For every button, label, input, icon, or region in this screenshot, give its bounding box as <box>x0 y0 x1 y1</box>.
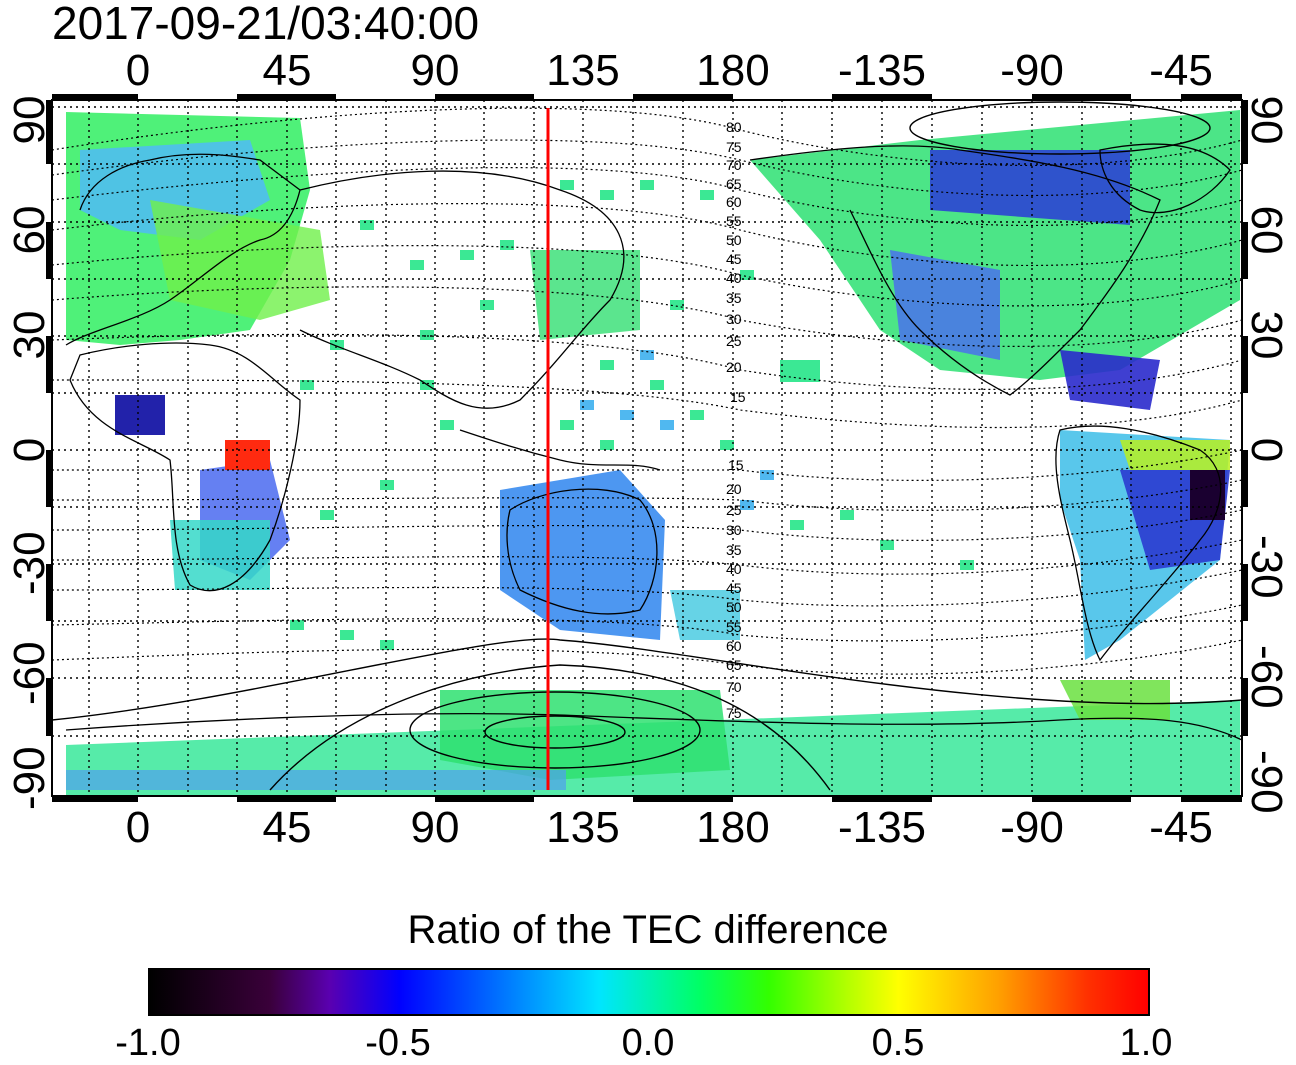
mlat-label: 30 <box>726 311 742 327</box>
colorbar-tick: -0.5 <box>365 1022 431 1064</box>
top-lon-tick: 0 <box>125 46 151 95</box>
coast-australia <box>506 488 658 615</box>
map-timestamp: 2017-09-21/03:40:00 <box>52 0 480 49</box>
tec-region-canada-negative <box>930 150 1130 225</box>
colorbar <box>148 968 1150 1016</box>
mlat-label: 55 <box>726 213 742 229</box>
mlat-labels: 80 75 70 65 60 55 50 45 40 35 30 25 20 1… <box>726 119 746 721</box>
mlat-label: 70 <box>726 157 742 173</box>
tec-region-us-west <box>890 250 1000 360</box>
coast-north-america <box>749 145 1161 396</box>
coast-indonesia <box>459 429 661 471</box>
tec-data-layer <box>66 110 1240 795</box>
tec-patch-negative <box>115 395 165 435</box>
mlat-label: 60 <box>726 194 742 210</box>
colorbar-title: Ratio of the TEC difference <box>407 908 889 952</box>
tec-region-caribbean <box>1060 350 1160 410</box>
colorbar-tick: 1.0 <box>1119 1022 1173 1064</box>
top-lon-tick: 45 <box>262 46 312 95</box>
coast-antarctica <box>65 713 1242 741</box>
mlat-label: 45 <box>726 251 742 267</box>
mlat-label: 60 <box>726 638 742 654</box>
mlat-label: 35 <box>726 290 742 306</box>
bottom-lon-tick: 45 <box>262 803 312 852</box>
tec-region-south-africa <box>170 520 270 590</box>
mlat-label: 40 <box>726 561 742 577</box>
tec-scatter-negative <box>580 350 774 510</box>
mlat-label: 15 <box>730 389 746 405</box>
bottom-lon-tick: 135 <box>546 803 620 852</box>
coast-africa <box>69 342 301 592</box>
coast-europe-africa <box>65 153 301 346</box>
mlat-label: 75 <box>726 139 742 155</box>
tec-region-mideast <box>150 200 330 320</box>
tec-patch-positive <box>225 440 270 470</box>
mlat-label: 75 <box>726 705 742 721</box>
mlat-label: 45 <box>726 580 742 596</box>
top-lon-tick: -45 <box>1149 46 1213 95</box>
bottom-lon-tick: -45 <box>1149 803 1213 852</box>
map-grid <box>52 100 1242 796</box>
top-lon-tick: 135 <box>546 46 620 95</box>
tec-band-negative <box>66 770 566 790</box>
bottom-lon-tick: -90 <box>1000 803 1064 852</box>
tec-region-australia <box>500 470 665 640</box>
frame-ticks <box>46 94 1248 802</box>
coast-south-america <box>1055 425 1222 662</box>
mlat-label: 70 <box>726 679 742 695</box>
mlat-label: 20 <box>726 481 742 497</box>
mlat-label: 65 <box>726 657 742 673</box>
bottom-lon-tick: 0 <box>125 803 151 852</box>
coast-greenland <box>1099 143 1231 214</box>
mlat-label: 20 <box>726 359 742 375</box>
tec-region-antarctic-pen <box>1060 680 1170 720</box>
tec-region-brazil-positive <box>1120 440 1230 470</box>
colorbar-tick: 0.5 <box>871 1022 925 1064</box>
mlat-label: 35 <box>726 542 742 558</box>
colorbar-tick: 0.0 <box>621 1022 675 1064</box>
top-lon-tick: -90 <box>1000 46 1064 95</box>
colorbar-tick: -1.0 <box>115 1022 181 1064</box>
mlat-label: 65 <box>726 176 742 192</box>
tec-map: 80 75 70 65 60 55 50 45 40 35 30 25 20 1… <box>46 94 1248 802</box>
mlat-label: 50 <box>726 232 742 248</box>
mlat-label: 25 <box>726 502 742 518</box>
auroral-contours <box>52 101 1242 791</box>
top-lon-tick: 90 <box>410 46 460 95</box>
coast-asia <box>299 170 625 409</box>
mlat-label: 80 <box>726 119 742 135</box>
mlat-label: 50 <box>726 599 742 615</box>
top-lon-tick: -135 <box>837 46 927 95</box>
coastlines <box>65 143 1242 741</box>
mlat-label: 40 <box>726 270 742 286</box>
mlat-label: 15 <box>728 457 744 473</box>
mlat-label: 55 <box>726 619 742 635</box>
top-lon-tick: 180 <box>696 46 770 95</box>
bottom-lon-tick: 180 <box>696 803 770 852</box>
magnetic-latitude-contours <box>52 107 1242 675</box>
mlat-label: 30 <box>726 522 742 538</box>
tec-region-east-asia <box>530 250 640 340</box>
mlat-label: 25 <box>726 333 742 349</box>
bottom-lon-tick: -135 <box>837 803 927 852</box>
bottom-lon-tick: 90 <box>410 803 460 852</box>
